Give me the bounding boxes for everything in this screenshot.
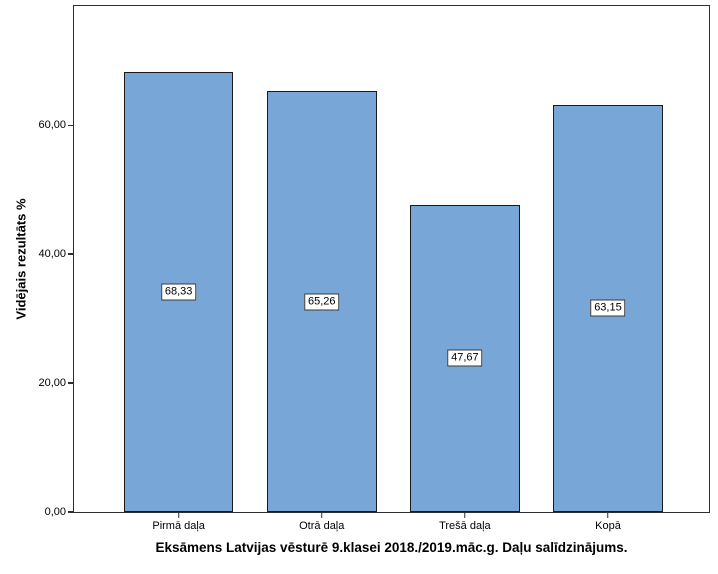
bar-2: 65,26 — [266, 91, 377, 512]
y-tick-label: 0,00 — [44, 506, 66, 518]
y-tick-mark — [68, 253, 74, 255]
y-tick: 20,00 — [38, 377, 74, 389]
bar-3: 47,67 — [410, 204, 520, 512]
bar-4: 63,15 — [553, 104, 663, 512]
y-tick-label: 20,00 — [38, 377, 66, 390]
y-tick-mark — [68, 511, 74, 513]
x-tick-mark — [177, 512, 180, 518]
plot-area: 0,00 20,00 40,00 60,00 68,33 Pirmā daļa 65,26 O… — [38, 5, 710, 532]
chart-title: Eksāmens Latvijas vēsturē 9.klasei 2018.… — [155, 540, 628, 555]
bar-value-label: 63,15 — [590, 299, 626, 317]
y-axis-title: Vidējais rezultāts % — [13, 198, 29, 320]
y-tick: 40,00 — [38, 248, 74, 260]
x-category-label: Kopā — [595, 520, 621, 532]
bar-value-label: 68,33 — [160, 283, 197, 301]
bar-1: 68,33 — [123, 71, 234, 512]
y-tick-mark — [68, 124, 74, 126]
x-tick-mark — [321, 512, 323, 518]
x-category-label: Pirmā daļa — [152, 520, 205, 532]
x-tick-mark — [464, 512, 466, 518]
x-category-label: Otrā daļa — [299, 520, 345, 532]
x-tick-mark — [607, 512, 609, 518]
y-tick-mark — [68, 382, 74, 384]
y-tick-label: 60,00 — [38, 119, 66, 132]
bar-value-label: 65,26 — [303, 293, 340, 311]
y-tick-label: 40,00 — [38, 248, 66, 261]
x-category-label: Trešā daļa — [439, 520, 491, 532]
y-tick: 60,00 — [38, 119, 74, 131]
bar-value-label: 47,67 — [447, 349, 483, 367]
y-tick: 0,00 — [45, 506, 74, 518]
